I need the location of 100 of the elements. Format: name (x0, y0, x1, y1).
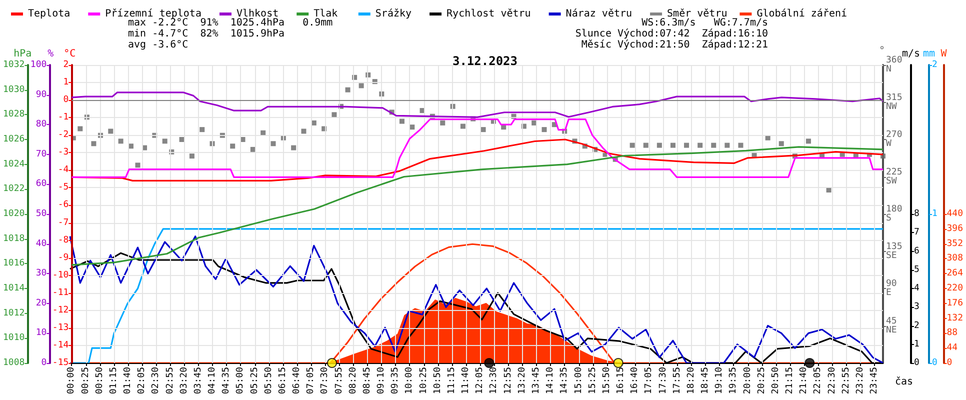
x-tick-label: 10:00 (404, 367, 415, 394)
y-axis-title: W (940, 48, 948, 60)
x-axis-title: čas (895, 376, 914, 388)
y2-tick-label: 2 (914, 320, 920, 331)
y-tick-label: -8 (58, 235, 69, 246)
x-tick-label: 15:25 (588, 367, 598, 394)
y-tick-label: 1 (63, 78, 69, 88)
y2-tick-label: 1018 (2, 234, 25, 244)
y2-axis-title: m/s (902, 48, 920, 60)
y3-tick-label: 30 (36, 268, 47, 279)
x-tick-label: 02:30 (151, 367, 162, 394)
text: avg -3.6°C (128, 40, 188, 50)
x-tick-label: 16:15 (616, 367, 626, 394)
x-tick-label: 04:35 (222, 367, 232, 394)
x-tick-label: 20:25 (756, 367, 767, 394)
legend-label: Rychlost větru (446, 8, 531, 20)
y2-tick-label: 1024 (2, 159, 25, 170)
x-tick-label: 18:20 (686, 367, 696, 394)
y2-tick-label: 1032 (2, 60, 25, 70)
x-tick-label: 22:05 (813, 367, 824, 394)
x-tick-label: 10:50 (432, 367, 443, 394)
y3-tick-label: 2 (932, 60, 938, 70)
y-tick-label: -4 (58, 165, 69, 176)
y-tick-label: 270 W (886, 130, 902, 149)
x-tick-label: 09:35 (390, 367, 401, 394)
x-tick-label: 02:05 (137, 367, 148, 394)
y2-tick-label: 1012 (2, 308, 25, 318)
line-series (70, 146, 884, 266)
y3-tick-label: 100 (30, 60, 47, 70)
y-tick-label: 308 (946, 254, 964, 264)
x-tick-label: 03:20 (179, 367, 190, 394)
y2-tick-label: 3 (914, 302, 920, 312)
y-tick-label: 225 SW (886, 167, 902, 186)
y-tick-label: 45 NE (886, 316, 897, 336)
y-tick-label: 180 S (886, 204, 902, 224)
y-tick-label: 440 (946, 209, 964, 219)
y2-tick-label: 0 (914, 358, 920, 368)
text: Měsíc Východ:21:50 Západ:12:21 (581, 40, 768, 50)
y-tick-label: -6 (58, 200, 69, 210)
x-tick-label: 13:20 (517, 367, 528, 394)
y-tick-label: -12 (52, 305, 69, 316)
y-tick-label: 2 (63, 60, 69, 70)
x-tick-label: 00:50 (94, 367, 105, 394)
x-tick-label: 05:50 (264, 367, 274, 394)
x-tick-label: 15:50 (602, 367, 612, 394)
x-tick-label: 05:25 (250, 367, 260, 394)
x-tick-label: 10:25 (418, 367, 429, 394)
x-tick-label: 02:55 (165, 367, 176, 394)
y-tick-label: 315 NW (886, 92, 902, 112)
y-tick-label: 135 SE (886, 242, 902, 261)
legend-label: Srážky (375, 8, 412, 20)
x-tick-label: 07:55 (334, 367, 344, 394)
x-tick-label: 12:55 (503, 367, 514, 394)
x-tick-label: 17:30 (658, 367, 668, 394)
legend-label: Směr větru (667, 8, 728, 20)
y-tick-label: 88 (946, 328, 958, 338)
y2-tick-label: 8 (914, 209, 920, 219)
y2-tick-label: 7 (914, 228, 920, 238)
y3-tick-label: 10 (36, 328, 47, 338)
x-tick-label: 14:10 (546, 367, 556, 394)
x-tick-label: 20:00 (742, 367, 753, 394)
y-tick-label: 0 (63, 95, 69, 106)
x-tick-label: 11:15 (446, 367, 457, 394)
y-tick-label: -10 (52, 270, 69, 280)
y3-tick-label: 1 (932, 209, 938, 219)
y2-tick-label: 1 (914, 339, 920, 350)
legend-label: Náraz větru (566, 8, 632, 20)
y-tick-label: 176 (946, 298, 964, 308)
y3-tick-label: 20 (36, 298, 47, 308)
x-tick-label: 00:25 (80, 367, 91, 394)
y3-tick-label: 50 (36, 209, 47, 219)
y-tick-label: -9 (58, 252, 69, 263)
x-tick-label: 00:00 (66, 367, 77, 394)
y3-axis-title: % (48, 48, 54, 60)
x-tick-label: 22:55 (841, 367, 852, 394)
x-tick-label: 03:45 (193, 367, 204, 394)
x-tick-label: 12:30 (489, 367, 500, 394)
x-tick-label: 06:40 (292, 367, 302, 394)
y-tick-label: -5 (58, 182, 69, 193)
text: min -4.7°C 82% 1015.9hPa (128, 28, 285, 40)
x-tick-label: 12:05 (475, 367, 486, 394)
text: Slunce Východ:07:42 Západ:16:10 (575, 28, 768, 40)
x-tick-label: 15:00 (574, 367, 584, 394)
y2-tick-label: 1030 (2, 84, 25, 95)
y2-tick-label: 1016 (2, 258, 25, 269)
y-tick-label: -3 (58, 148, 69, 158)
y-tick-label: 132 (946, 313, 964, 324)
x-tick-label: 07:05 (306, 367, 316, 394)
x-tick-label: 17:55 (672, 367, 682, 394)
y-tick-label: -11 (52, 288, 69, 298)
y2-tick-label: 1014 (2, 284, 25, 294)
x-tick-label: 07:30 (320, 367, 330, 394)
x-tick-label: 04:10 (208, 367, 218, 394)
line-series (70, 92, 884, 118)
x-tick-label: 19:10 (714, 367, 725, 394)
y-tick-label: -1 (58, 112, 69, 123)
y-axis-title: °C (64, 48, 76, 60)
x-tick-label: 01:15 (108, 367, 119, 394)
x-tick-label: 14:35 (560, 367, 570, 394)
y2-tick-label: 4 (914, 284, 920, 294)
